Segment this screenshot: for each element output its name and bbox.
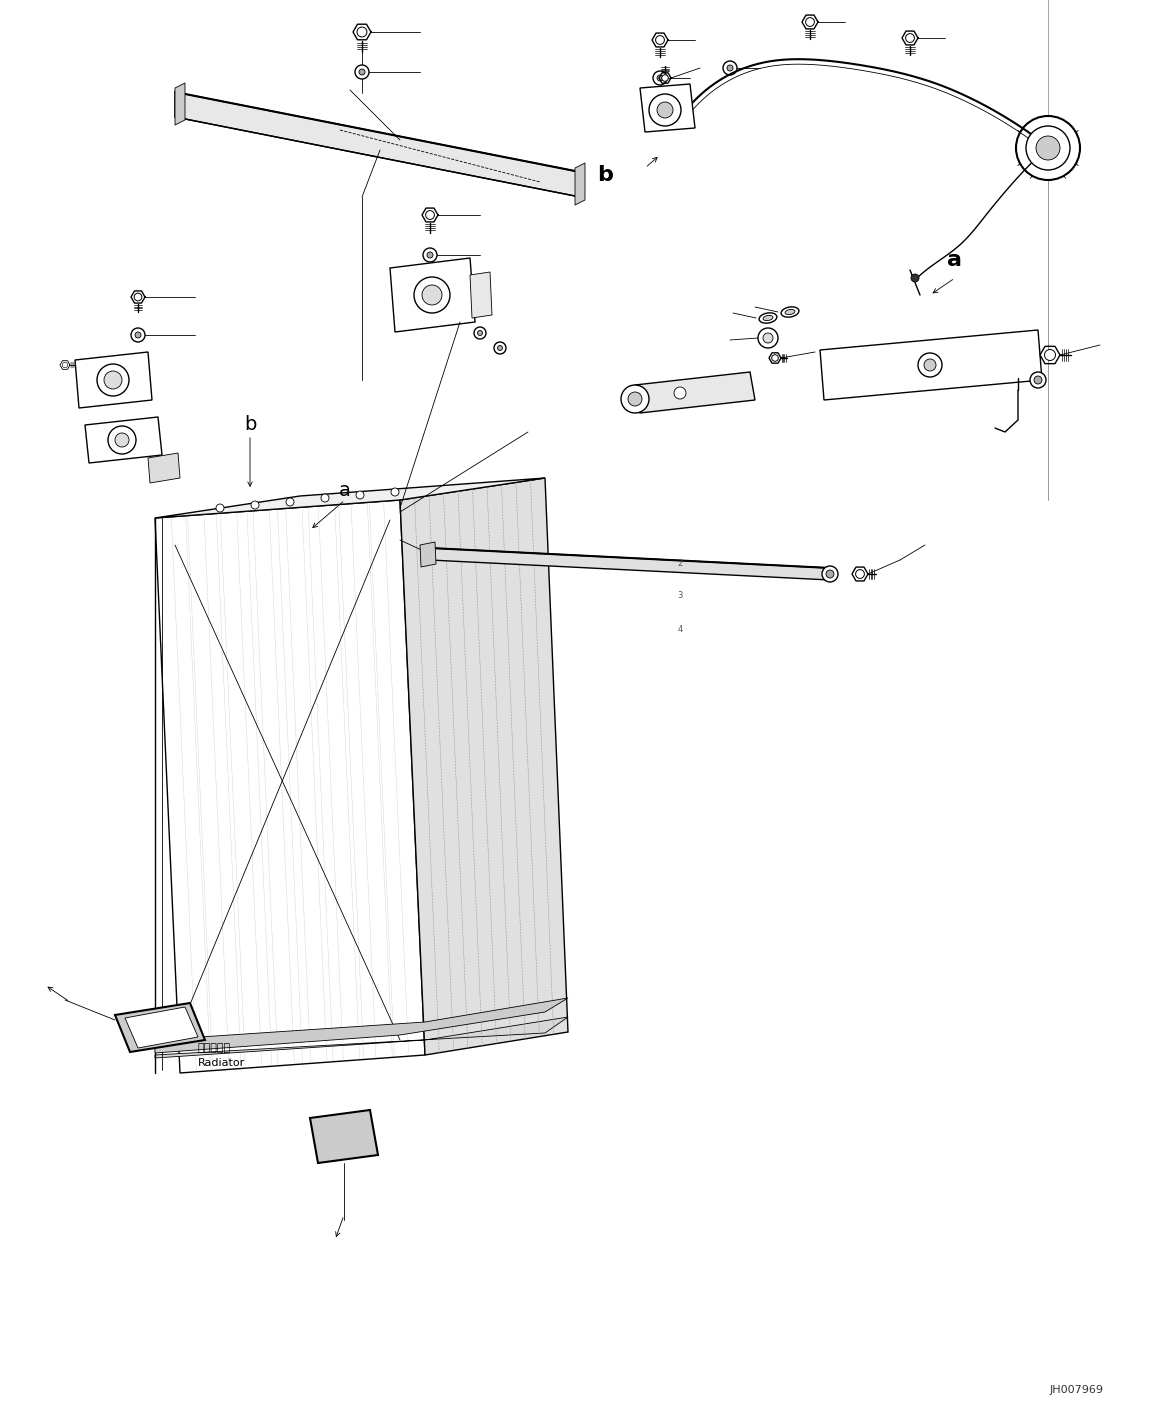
Polygon shape	[148, 452, 180, 484]
Text: JH007969: JH007969	[1050, 1385, 1104, 1395]
Circle shape	[135, 332, 141, 337]
Polygon shape	[155, 501, 424, 1073]
Ellipse shape	[763, 315, 773, 320]
Circle shape	[251, 501, 259, 509]
Circle shape	[1016, 116, 1080, 180]
Circle shape	[1036, 136, 1059, 160]
Polygon shape	[155, 478, 545, 518]
Circle shape	[422, 285, 442, 305]
Polygon shape	[390, 258, 475, 332]
Polygon shape	[311, 1110, 378, 1163]
Polygon shape	[85, 417, 162, 464]
Circle shape	[115, 432, 129, 447]
Circle shape	[216, 503, 224, 512]
Circle shape	[822, 566, 839, 581]
Circle shape	[911, 274, 919, 282]
Circle shape	[494, 342, 506, 354]
Text: b: b	[244, 415, 256, 434]
Circle shape	[498, 346, 502, 350]
Text: 3: 3	[677, 590, 683, 600]
Circle shape	[414, 277, 450, 313]
Text: b: b	[597, 164, 613, 184]
Circle shape	[355, 65, 369, 79]
Circle shape	[772, 354, 778, 362]
Polygon shape	[575, 163, 585, 206]
Polygon shape	[400, 478, 568, 1055]
Ellipse shape	[785, 309, 795, 315]
Circle shape	[134, 294, 142, 301]
Circle shape	[131, 328, 145, 342]
Polygon shape	[635, 372, 755, 413]
Circle shape	[357, 27, 368, 37]
Circle shape	[723, 61, 737, 75]
Circle shape	[63, 362, 67, 367]
Circle shape	[1044, 349, 1056, 360]
Circle shape	[97, 364, 129, 396]
Circle shape	[763, 333, 773, 343]
Circle shape	[806, 17, 814, 27]
Polygon shape	[174, 92, 580, 197]
Circle shape	[1030, 372, 1046, 389]
Polygon shape	[470, 272, 492, 318]
Circle shape	[652, 71, 668, 85]
Circle shape	[675, 387, 686, 398]
Circle shape	[475, 328, 486, 339]
Polygon shape	[155, 1017, 568, 1058]
Circle shape	[391, 488, 399, 496]
Circle shape	[356, 491, 364, 499]
Text: a: a	[948, 250, 963, 269]
Polygon shape	[640, 84, 695, 132]
Text: 4: 4	[677, 625, 683, 634]
Circle shape	[758, 328, 778, 347]
Circle shape	[628, 391, 642, 406]
Circle shape	[856, 570, 864, 579]
Polygon shape	[430, 547, 830, 580]
Circle shape	[104, 372, 122, 389]
Polygon shape	[115, 1003, 205, 1052]
Circle shape	[621, 386, 649, 413]
Circle shape	[108, 425, 136, 454]
Circle shape	[286, 498, 294, 506]
Circle shape	[918, 353, 942, 377]
Circle shape	[727, 65, 733, 71]
Text: ラジエータ: ラジエータ	[198, 1044, 231, 1054]
Circle shape	[423, 248, 437, 262]
Text: a: a	[340, 481, 351, 499]
Ellipse shape	[782, 306, 799, 318]
Circle shape	[923, 359, 936, 372]
Circle shape	[478, 330, 483, 336]
Circle shape	[1034, 376, 1042, 384]
Polygon shape	[174, 84, 185, 125]
Ellipse shape	[759, 313, 777, 323]
Polygon shape	[820, 330, 1042, 400]
Polygon shape	[155, 998, 568, 1054]
Circle shape	[427, 252, 433, 258]
Circle shape	[826, 570, 834, 579]
Circle shape	[321, 493, 329, 502]
Circle shape	[657, 102, 673, 118]
Circle shape	[662, 75, 669, 81]
Circle shape	[1026, 126, 1070, 170]
Circle shape	[656, 35, 664, 44]
Circle shape	[649, 94, 682, 126]
Polygon shape	[74, 352, 152, 408]
Polygon shape	[420, 542, 436, 567]
Text: 2: 2	[677, 559, 683, 567]
Circle shape	[657, 75, 663, 81]
Circle shape	[426, 211, 435, 220]
Circle shape	[359, 69, 365, 75]
Text: Radiator: Radiator	[198, 1058, 245, 1068]
Circle shape	[906, 34, 914, 43]
Polygon shape	[124, 1007, 198, 1048]
